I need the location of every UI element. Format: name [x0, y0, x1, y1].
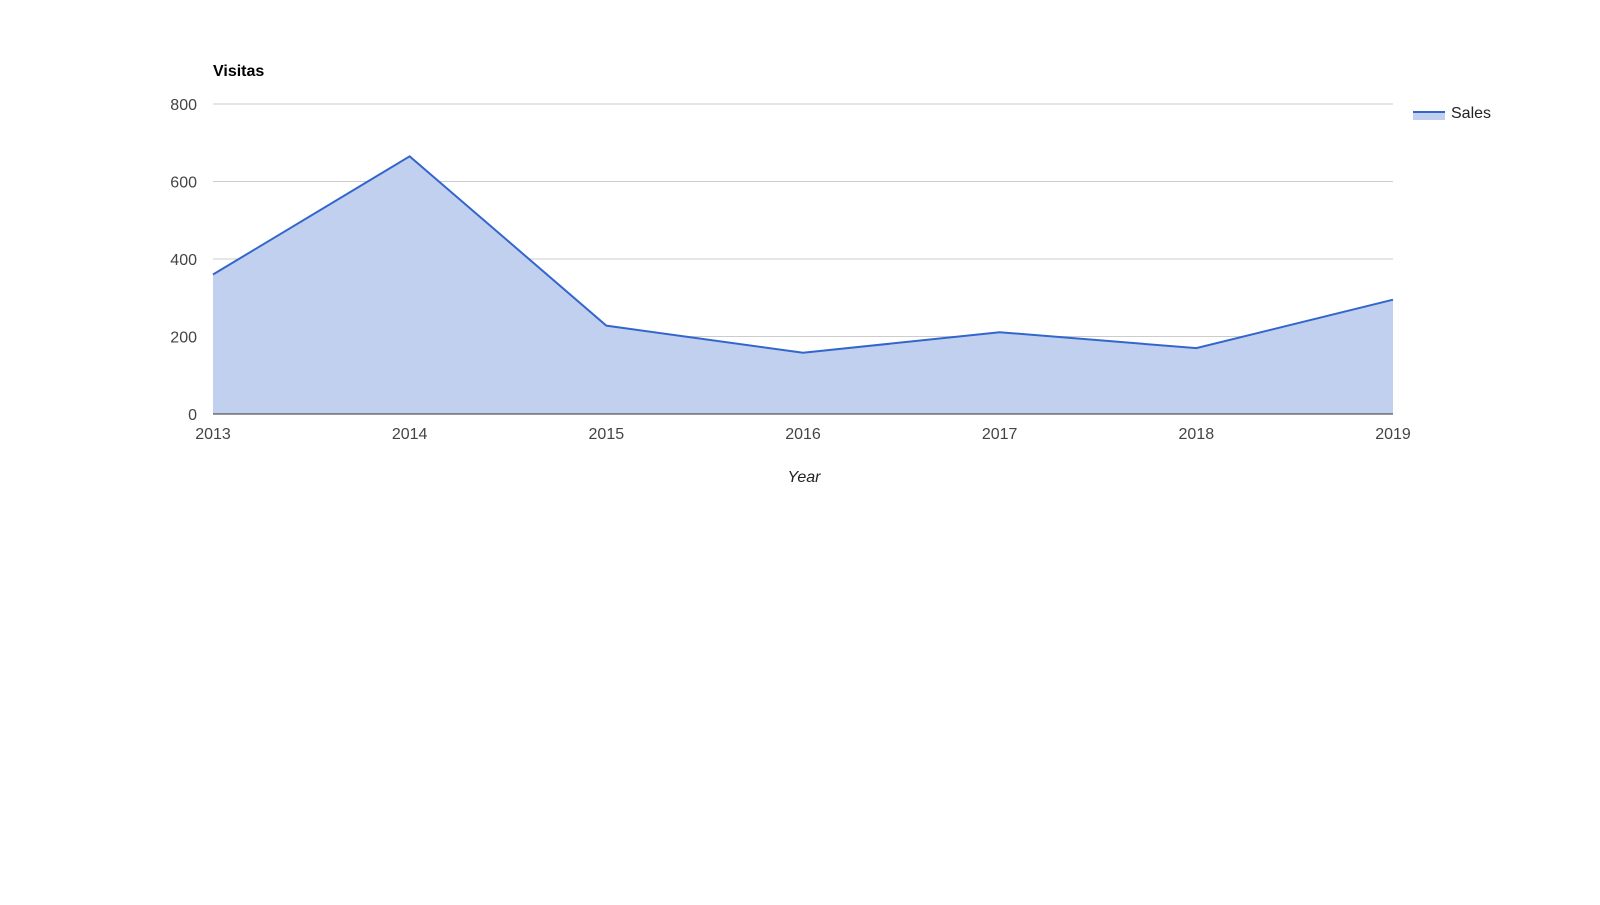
x-axis-title: Year	[788, 469, 822, 486]
x-tick-label: 2016	[785, 426, 821, 443]
y-tick-label: 400	[170, 252, 197, 269]
x-tick-label: 2014	[392, 426, 428, 443]
x-tick-label: 2013	[195, 426, 231, 443]
legend-swatch-area	[1413, 112, 1445, 120]
area-fill-sales	[213, 156, 1393, 414]
legend[interactable]: Sales	[1413, 105, 1491, 122]
x-tick-label: 2017	[982, 426, 1018, 443]
plot-area	[212, 155, 1394, 415]
x-tick-label: 2018	[1179, 426, 1215, 443]
series-line-sales	[212, 155, 1394, 354]
legend-label-sales: Sales	[1451, 105, 1491, 122]
x-axis-ticks: 2013 2014 2015 2016 2017 2018 2019	[195, 426, 1411, 443]
chart-title: Visitas	[213, 63, 264, 80]
y-tick-label: 600	[170, 175, 197, 192]
y-axis-ticks: 0 200 400 600 800	[170, 97, 197, 424]
x-tick-label: 2019	[1375, 426, 1411, 443]
y-tick-label: 0	[188, 407, 197, 424]
y-tick-label: 200	[170, 330, 197, 347]
x-tick-label: 2015	[589, 426, 625, 443]
y-tick-label: 800	[170, 97, 197, 114]
